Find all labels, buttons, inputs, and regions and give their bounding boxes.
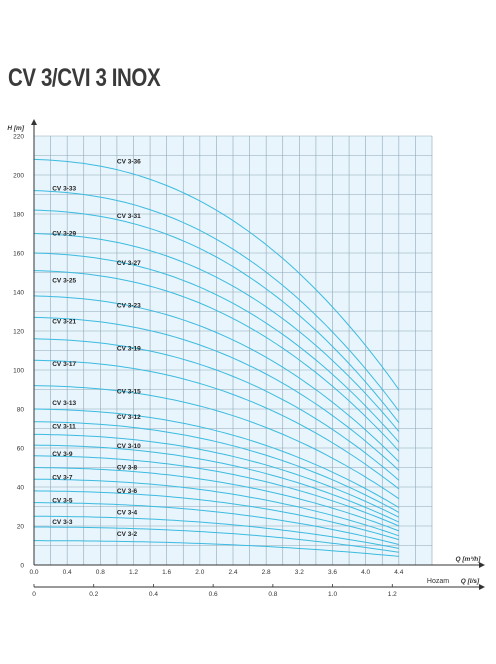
curve-cv-3-13 — [33, 408, 400, 508]
curve-cv-3-15 — [33, 385, 400, 500]
x2-tick-label: 0 — [32, 591, 36, 598]
y-tick-label: 180 — [13, 212, 24, 219]
curve-cv-3-29 — [33, 233, 400, 432]
x2-axis-label: Q [l/s] — [461, 578, 480, 585]
series-label: CV 3-3 — [52, 519, 73, 526]
x2-axis-prefix: Hozam — [427, 578, 449, 585]
x-tick-label: 0.0 — [29, 569, 38, 576]
curve-cv-3-8 — [33, 467, 399, 532]
series-label: CV 3-25 — [52, 277, 76, 284]
curve-cv-3-12 — [33, 421, 400, 513]
x-tick-label: 2.8 — [262, 569, 271, 576]
y-tick-label: 120 — [13, 329, 24, 336]
x-tick-label: 3.2 — [295, 569, 304, 576]
grid — [33, 135, 433, 566]
curve-cv-3-27 — [33, 252, 400, 443]
y-tick-label: 200 — [13, 173, 24, 180]
curve-cv-3-25 — [33, 270, 400, 452]
series-label: CV 3-19 — [117, 346, 141, 353]
y-axis-label: H [m] — [7, 125, 24, 132]
curve-cv-3-7 — [33, 478, 399, 537]
curve-cv-3-3 — [34, 526, 399, 553]
series-label: CV 3-27 — [117, 260, 141, 267]
series-label: CV 3-15 — [117, 388, 141, 395]
curve-cv-3-5 — [34, 502, 399, 545]
series-label: CV 3-2 — [117, 531, 138, 538]
x2-tick-label: 0.6 — [209, 591, 218, 598]
x2-tick-label: 0.4 — [149, 591, 158, 598]
series-label: CV 3-17 — [52, 361, 76, 368]
series-label: CV 3-6 — [117, 488, 138, 495]
series-label: CV 3-5 — [52, 498, 73, 505]
series-label: CV 3-33 — [52, 186, 76, 193]
curve-cv-3-11 — [34, 433, 400, 518]
x-tick-label: 2.0 — [195, 569, 204, 576]
curve-cv-3-2 — [34, 540, 399, 557]
x2-tick-label: 0.8 — [268, 591, 277, 598]
curve-cv-3-4 — [34, 515, 399, 549]
x-tick-label: 3.6 — [328, 569, 337, 576]
x-axis-label: Q [m³/h] — [456, 556, 482, 563]
curve-cv-3-9 — [33, 455, 399, 527]
y-tick-label: 160 — [13, 251, 24, 258]
axes: 0 20 40 60 80 100 120 140 160 180 200 220 H [m] 0.0 0.… — [7, 119, 485, 598]
curve-cv-3-21 — [33, 316, 400, 471]
x-tick-label: 0.4 — [63, 569, 72, 576]
y-tick-label: 60 — [17, 446, 25, 453]
x-tick-label: 1.6 — [162, 569, 171, 576]
x2-tick-label: 1.2 — [388, 591, 397, 598]
x-tick-label: 4.0 — [361, 569, 370, 576]
series-label: CV 3-9 — [52, 451, 73, 458]
y-tick-label: 80 — [17, 407, 25, 414]
series-label: CV 3-13 — [52, 400, 76, 407]
curve-cv-3-17 — [33, 359, 400, 490]
curve-cv-3-6 — [33, 490, 399, 541]
curve-cv-3-19 — [33, 338, 400, 481]
series-label: CV 3-29 — [52, 231, 76, 238]
y-tick-label: 100 — [13, 368, 24, 375]
series-label: CV 3-31 — [117, 213, 141, 220]
series-label: CV 3-12 — [117, 414, 141, 421]
curve-cv-3-10 — [33, 444, 400, 523]
chart-title: CV 3/CVI 3 INOX — [8, 64, 161, 92]
x-tick-label: 0.8 — [96, 569, 105, 576]
curve-cv-3-23 — [33, 295, 400, 462]
series-label: CV 3-21 — [52, 318, 76, 325]
curves — [33, 158, 400, 557]
y-tick-label: 0 — [20, 563, 24, 570]
y-tick-label: 220 — [13, 134, 24, 141]
y-tick-label: 140 — [13, 290, 24, 297]
curve-cv-3-36 — [33, 158, 400, 390]
series-label: CV 3-36 — [117, 158, 141, 165]
x-tick-label: 4.4 — [394, 569, 403, 576]
series-label: CV 3-8 — [117, 465, 138, 472]
x2-tick-label: 1.0 — [328, 591, 337, 598]
series-label: CV 3-23 — [117, 303, 141, 310]
x2-tick-label: 0.2 — [89, 591, 98, 598]
curve-cv-3-31 — [33, 209, 400, 423]
series-labels: CV 3-36 CV 3-33 CV 3-31 CV 3-29 CV 3-27 CV 3-… — [52, 158, 141, 537]
series-label: CV 3-7 — [52, 474, 73, 481]
x-tick-label: 1.2 — [129, 569, 138, 576]
series-label: CV 3-10 — [117, 443, 141, 450]
series-label: CV 3-11 — [52, 424, 76, 431]
series-label: CV 3-4 — [117, 509, 138, 516]
y-tick-label: 20 — [17, 524, 25, 531]
x-tick-label: 2.4 — [228, 569, 237, 576]
y-tick-label: 40 — [17, 485, 25, 492]
curve-cv-3-33 — [33, 190, 400, 412]
